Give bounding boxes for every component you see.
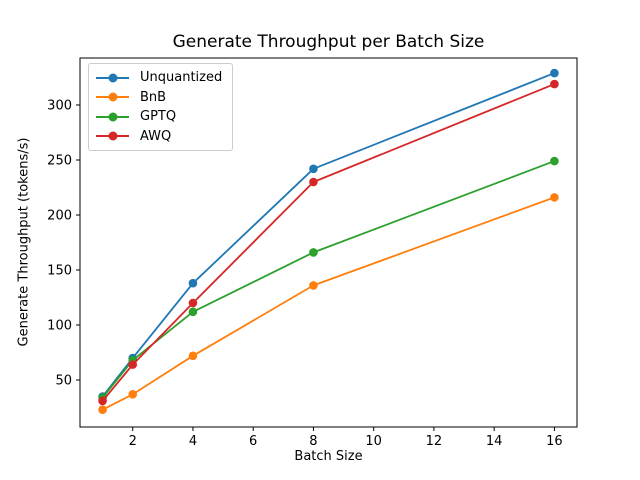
y-axis-label: Generate Throughput (tokens/s)	[16, 137, 32, 347]
x-tick-label: 2	[129, 434, 137, 449]
x-tick-label: 12	[426, 434, 443, 449]
legend-item: AWQ	[96, 128, 222, 146]
series-marker-unquantized	[309, 164, 318, 174]
series-marker-gptq	[309, 248, 318, 257]
series-marker-bnb	[128, 390, 138, 399]
legend-label: AWQ	[140, 128, 172, 144]
x-tick-label: 16	[546, 434, 563, 449]
x-tick-label: 10	[365, 434, 382, 449]
series-marker-unquantized	[188, 278, 198, 288]
legend-label: BnB	[140, 89, 167, 105]
x-tick-label: 14	[486, 434, 503, 449]
series-marker-gptq	[188, 307, 198, 317]
series-marker-awq	[128, 360, 138, 369]
legend-swatch-icon	[96, 131, 129, 142]
series-marker-bnb	[188, 351, 198, 361]
series-marker-awq	[98, 396, 107, 406]
series-marker-bnb	[309, 281, 318, 290]
legend-swatch-icon	[96, 111, 129, 122]
legend-item: Unquantized	[96, 69, 222, 87]
series-marker-awq	[309, 177, 318, 187]
series-marker-awq	[188, 298, 198, 308]
plot-frame	[79, 57, 578, 428]
legend-swatch-icon	[96, 72, 129, 83]
series-marker-unquantized	[550, 68, 559, 78]
y-tick-label: 200	[47, 208, 72, 223]
y-tick-label: 50	[55, 374, 72, 389]
chart-title: Generate Throughput per Batch Size	[172, 32, 485, 52]
y-tick-label: 250	[47, 153, 72, 168]
x-tick-label: 6	[249, 434, 257, 449]
series-marker-awq	[550, 79, 559, 89]
y-tick-label: 150	[47, 264, 72, 279]
legend-label: Unquantized	[140, 70, 223, 86]
series-marker-bnb	[98, 405, 107, 415]
legend-item: BnB	[96, 89, 222, 107]
series-marker-bnb	[550, 193, 559, 202]
legend: Unquantized BnB GPTQ AWQ	[88, 63, 234, 151]
x-tick-label: 4	[189, 434, 197, 449]
y-tick-label: 100	[47, 319, 72, 334]
legend-label: GPTQ	[140, 109, 177, 125]
x-tick-label: 8	[309, 434, 317, 449]
x-axis-label: Batch Size	[294, 449, 363, 464]
legend-swatch-icon	[96, 92, 129, 103]
series-line-bnb	[102, 196, 555, 411]
y-tick-label: 300	[47, 98, 72, 113]
series-marker-gptq	[550, 156, 559, 166]
legend-item: GPTQ	[96, 108, 222, 126]
